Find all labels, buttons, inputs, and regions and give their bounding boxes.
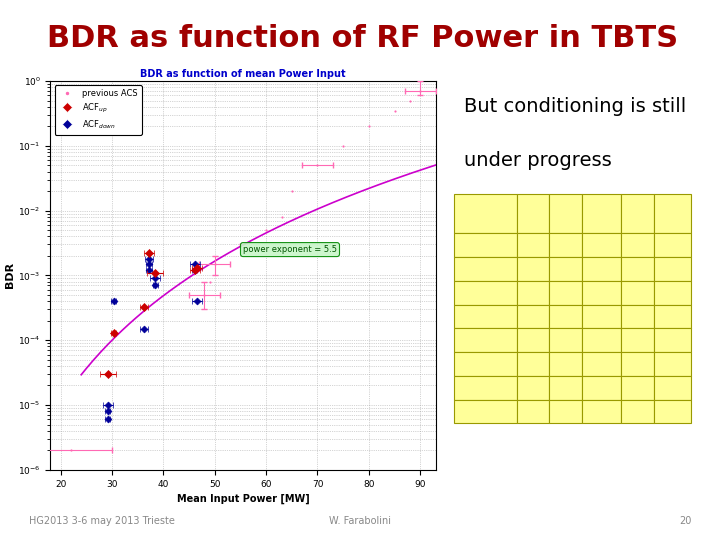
Text: 10174: 10174 (588, 336, 615, 345)
Text: 2.1: 2.1 (559, 288, 572, 297)
Text: 9311: 9311 (591, 407, 612, 416)
Text: 20: 20 (666, 360, 679, 368)
Text: 21622: 21622 (588, 383, 615, 392)
Text: 27: 27 (631, 383, 644, 392)
Text: 2012_12_04: 2012_12_04 (460, 336, 510, 345)
Text: 2.9: 2.9 (559, 336, 572, 345)
Legend: previous ACS, ACF$_{up}$, ACF$_{down}$: previous ACS, ACF$_{up}$, ACF$_{down}$ (55, 85, 142, 135)
Point (204, 278, 215, 286)
Point (199, 291, 210, 299)
Text: 1.8: 1.8 (559, 360, 572, 368)
Point (209, 260, 220, 268)
Text: Date: Date (476, 210, 495, 218)
Text: 16: 16 (631, 360, 644, 368)
Text: 2.2: 2.2 (559, 241, 572, 249)
Text: 15: 15 (666, 265, 679, 273)
Text: 13394: 13394 (588, 360, 615, 368)
Text: 60: 60 (666, 312, 679, 321)
Point (404, 96, 415, 105)
Text: 2012_11_19: 2012_11_19 (460, 265, 510, 273)
Text: 2.1: 2.1 (559, 383, 572, 392)
Point (235, 240, 246, 249)
Text: 29.2: 29.2 (523, 241, 544, 249)
Text: 102: 102 (629, 312, 647, 321)
X-axis label: Mean Input Power [MW]: Mean Input Power [MW] (176, 494, 310, 504)
Text: 46.5: 46.5 (523, 383, 544, 392)
Text: 2012_12_05: 2012_12_05 (460, 360, 510, 368)
Point (66, 446, 77, 455)
Text: BD ACS
down: BD ACS down (658, 204, 687, 224)
Text: 14807: 14807 (588, 241, 615, 249)
Text: HG2013 3-6 may 2013 Trieste: HG2013 3-6 may 2013 Trieste (29, 516, 175, 526)
Text: W. Farabolini: W. Farabolini (329, 516, 391, 526)
Text: 1: 1 (670, 288, 675, 297)
Text: 5: 5 (634, 265, 641, 273)
Text: 2: 2 (670, 241, 675, 249)
Text: 2012_12_06: 2012_12_06 (460, 383, 510, 392)
Text: 38.4: 38.4 (523, 336, 544, 345)
Text: 14: 14 (666, 336, 679, 345)
Text: 3: 3 (634, 241, 641, 249)
Text: 3: 3 (634, 407, 641, 416)
Title: BDR as function of mean Power Input: BDR as function of mean Power Input (140, 69, 346, 79)
Text: 1: 1 (634, 288, 641, 297)
Text: But conditioning is still: But conditioning is still (464, 97, 687, 116)
Text: 2.6: 2.6 (559, 312, 572, 321)
Point (312, 161, 323, 170)
Text: 36.2: 36.2 (523, 407, 544, 416)
Text: power exponent = 5.5: power exponent = 5.5 (243, 245, 337, 254)
Text: 37.2: 37.2 (523, 312, 544, 321)
Text: 8: 8 (670, 383, 675, 392)
Text: 2012_11_23: 2012_11_23 (460, 288, 510, 297)
Text: BDR as function of RF Power in TBTS: BDR as function of RF Power in TBTS (47, 24, 678, 53)
Point (286, 187, 297, 195)
Text: Mean
power
[MW]: Mean power [MW] (521, 199, 545, 229)
Text: Pulse
number: Pulse number (587, 204, 616, 224)
Point (389, 106, 400, 115)
Point (363, 122, 374, 131)
Y-axis label: BDR: BDR (5, 262, 15, 288)
Text: 6: 6 (670, 407, 675, 416)
Text: 10932: 10932 (588, 288, 615, 297)
Text: 36955: 36955 (588, 265, 615, 273)
Text: 12: 12 (631, 336, 644, 345)
Point (338, 141, 349, 150)
Text: 2012_12_07: 2012_12_07 (460, 407, 510, 416)
Text: 46.1: 46.1 (523, 360, 544, 368)
Point (276, 213, 287, 221)
Text: 30.3: 30.3 (523, 265, 544, 273)
Text: 45535: 45535 (588, 312, 615, 321)
Text: 2012_11_16: 2012_11_16 (460, 241, 510, 249)
Text: BD ACS
up: BD ACS up (624, 204, 652, 224)
Point (261, 226, 272, 234)
Text: sigma
power
[MW]: sigma power [MW] (554, 199, 577, 229)
Text: 2012_11_29: 2012_11_29 (460, 312, 510, 321)
Text: 3: 3 (563, 407, 568, 416)
Text: 29: 29 (527, 288, 539, 297)
Text: 1: 1 (563, 265, 568, 273)
Text: under progress: under progress (464, 151, 612, 170)
Point (415, 87, 426, 96)
Text: 20: 20 (679, 516, 691, 526)
